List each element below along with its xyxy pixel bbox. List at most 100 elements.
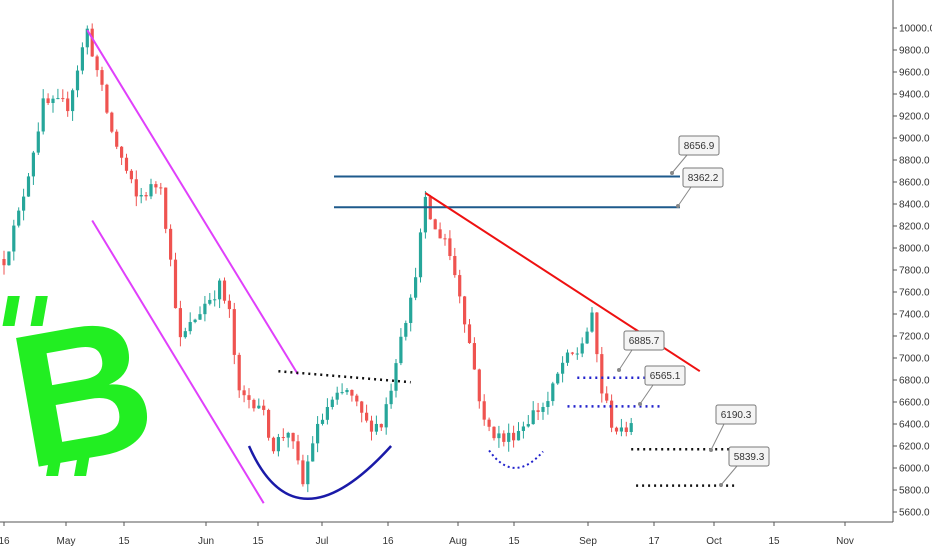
candle-body	[85, 28, 89, 48]
candle-body	[17, 210, 21, 226]
candle-body	[463, 296, 467, 325]
candle-body	[521, 426, 525, 431]
candle-body	[90, 28, 94, 57]
candle-body	[237, 354, 241, 391]
price-tick-label: 8200.0	[899, 222, 930, 233]
price-tick-label: 6000.0	[899, 464, 930, 475]
time-tick-label: 15	[768, 536, 780, 547]
candle-body	[7, 251, 11, 266]
price-callout-label: 6190.3	[721, 410, 752, 421]
candle-body	[232, 309, 236, 355]
candle-body	[561, 362, 565, 374]
callout-pointer	[639, 384, 654, 405]
candle-body	[497, 433, 501, 439]
time-tick-label: Nov	[836, 536, 854, 547]
candle-body	[575, 353, 579, 355]
price-labels: 8656.9 8362.2 6885.7 6565.1 6190.3 5839.3	[617, 135, 770, 487]
candle-body	[433, 219, 437, 230]
candle-body	[12, 225, 16, 252]
candle-body	[399, 336, 403, 364]
candle-body	[306, 461, 310, 485]
price-tick-label: 8400.0	[899, 200, 930, 211]
price-tick-label: 8000.0	[899, 244, 930, 255]
candle-body	[629, 423, 633, 432]
candle-body	[580, 343, 584, 354]
candle-body	[345, 389, 349, 393]
candle-body	[595, 312, 599, 355]
price-callout-box	[682, 167, 724, 188]
price-tick-label: 7600.0	[899, 288, 930, 299]
price-tick-label: 7200.0	[899, 332, 930, 343]
candle-body	[120, 146, 124, 158]
callout-anchor	[638, 402, 642, 406]
callout-pointer	[710, 423, 725, 451]
candle-body	[610, 400, 614, 428]
candle-body	[26, 176, 31, 197]
price-tick-label: 8600.0	[899, 178, 930, 189]
candle-body	[316, 423, 320, 444]
candle-body	[330, 399, 334, 407]
support-arc	[488, 449, 544, 469]
candle-body	[2, 259, 6, 266]
candle-body	[198, 314, 202, 320]
candle-body	[585, 331, 589, 344]
candle-body	[438, 229, 442, 239]
time-tick-label: Jul	[316, 536, 329, 547]
price-tick-label: 5800.0	[899, 486, 930, 497]
candle-body	[492, 426, 496, 439]
candle-body	[477, 369, 481, 402]
time-tick-label: Sep	[579, 536, 597, 547]
candles	[2, 23, 633, 493]
candle-body	[472, 343, 476, 370]
candle-body	[154, 184, 158, 188]
bitcoin-logo-bar	[30, 296, 48, 326]
candle-body	[129, 170, 133, 180]
candle-body	[448, 238, 452, 257]
candle-body	[404, 322, 408, 337]
candle-body	[365, 412, 369, 421]
callout-pointer	[720, 465, 738, 486]
candle-body	[570, 352, 574, 354]
price-tick-label: 7800.0	[899, 266, 930, 277]
candle-body	[105, 84, 109, 113]
channel-line	[86, 29, 299, 376]
price-tick-label: 9200.0	[899, 112, 930, 123]
candle-body	[389, 390, 393, 405]
time-tick-label: 15	[508, 536, 520, 547]
price-callout-label: 5839.3	[734, 452, 765, 463]
bitcoin-logo-bar	[46, 446, 64, 476]
price-callout-box	[678, 135, 720, 156]
candle-body	[541, 406, 545, 412]
candle-body	[218, 280, 222, 300]
candle-body	[360, 401, 364, 413]
callout-anchor	[719, 483, 723, 487]
candle-body	[512, 432, 516, 441]
candle-body	[291, 432, 295, 442]
candle-body	[536, 410, 540, 412]
price-tick-label: 6400.0	[899, 420, 930, 431]
time-tick-label: 16	[0, 536, 10, 547]
candle-body	[95, 56, 99, 71]
candle-body	[502, 433, 506, 442]
time-tick-label: Aug	[449, 536, 467, 547]
candle-body	[22, 196, 26, 211]
candle-body	[178, 308, 182, 338]
cup-curve	[247, 445, 393, 500]
price-callout-box	[644, 365, 686, 386]
price-tick-label: 8800.0	[899, 156, 930, 167]
callout-anchor	[617, 368, 621, 372]
candle-body	[369, 420, 374, 432]
time-tick-label: Oct	[706, 536, 722, 547]
candle-body	[36, 131, 40, 153]
channel-line	[91, 219, 265, 504]
bitcoin-logo: B	[0, 277, 168, 510]
drawings	[86, 29, 735, 504]
price-tick-label: 6200.0	[899, 442, 930, 453]
candle-body	[379, 423, 383, 428]
candle-body	[467, 324, 472, 344]
candle-body	[516, 430, 521, 441]
candle-body	[414, 277, 418, 298]
candle-body	[546, 401, 550, 407]
